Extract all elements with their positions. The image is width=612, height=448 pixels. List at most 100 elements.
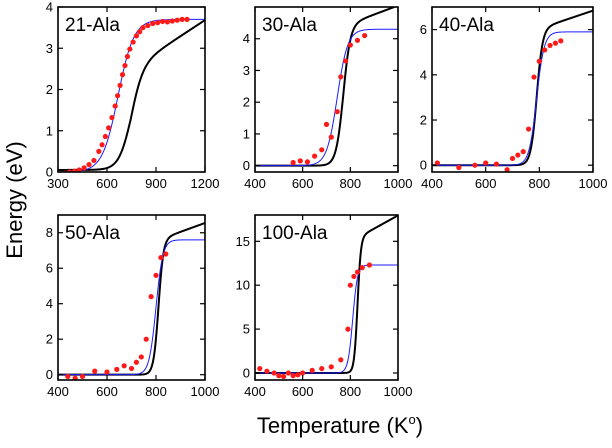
data-point [309, 367, 315, 373]
y-tick-label: 4 [420, 67, 427, 82]
data-point [362, 32, 368, 39]
data-point [542, 47, 548, 53]
data-point [117, 82, 123, 88]
data-point [257, 365, 263, 372]
x-tick-label: 1000 [384, 384, 413, 399]
y-tick-label: 3 [243, 63, 250, 78]
data-point [354, 37, 361, 43]
y-tick-label: 4 [46, 296, 53, 311]
x-tick-label: 600 [292, 176, 314, 191]
data-point [558, 38, 564, 44]
data-point [137, 29, 143, 35]
data-point [143, 336, 149, 342]
data-point [285, 370, 291, 376]
data-point [153, 272, 159, 278]
data-point [531, 74, 537, 80]
data-point [347, 42, 353, 48]
data-point [159, 18, 166, 25]
data-point [150, 20, 156, 27]
x-tick-label: 600 [96, 176, 118, 191]
data-point [138, 354, 144, 360]
data-point [334, 109, 340, 115]
data-point [133, 359, 139, 365]
data-point [300, 370, 306, 376]
data-point [552, 40, 559, 46]
black-curve [58, 222, 205, 376]
data-point [434, 160, 440, 166]
data-point [96, 148, 102, 154]
panel-title: 40-Ala [439, 15, 494, 36]
x-tick-label: 1000 [384, 176, 413, 191]
x-tick-label: 1200 [191, 176, 220, 191]
data-point [295, 372, 301, 378]
y-tick-label: 10 [236, 278, 250, 293]
data-point [483, 160, 489, 166]
x-tick-label: 600 [475, 176, 497, 191]
data-point [342, 58, 349, 64]
data-point [526, 126, 532, 132]
data-point [145, 22, 151, 29]
data-point [504, 167, 510, 172]
data-point [91, 157, 97, 164]
plot-frame [254, 214, 399, 381]
x-tick-label: 1000 [191, 384, 220, 399]
data-point [276, 373, 282, 379]
data-point [328, 134, 334, 140]
data-point [121, 363, 127, 369]
x-axis-label-sup: o [409, 412, 416, 427]
x-tick-label: 400 [421, 176, 443, 191]
y-tick-label: 2 [420, 113, 427, 128]
data-point [124, 53, 131, 60]
data-point [472, 162, 478, 168]
y-tick-label: 2 [46, 82, 53, 97]
data-point [354, 269, 361, 275]
x-tick-label: 600 [96, 384, 118, 399]
data-point [128, 365, 135, 372]
plot-area [58, 222, 205, 380]
data-point [174, 17, 180, 23]
data-point [102, 133, 108, 140]
x-tick-label: 400 [47, 384, 69, 399]
data-point [456, 164, 462, 171]
y-tick-label: 4 [46, 0, 53, 15]
data-point [493, 161, 499, 167]
data-point [328, 364, 334, 370]
data-point [99, 142, 105, 148]
x-tick-label: 800 [528, 176, 550, 191]
x-tick-label: 800 [339, 384, 361, 399]
panel-2: 400 600 800 1000 0 1 2 3 4 30-Ala [243, 6, 413, 191]
x-tick-label: 800 [145, 384, 167, 399]
x-axis-label: Temperature (Ko) [257, 412, 423, 438]
y-axis-label: Energy (eV) [2, 141, 27, 258]
blue-curve [432, 31, 593, 166]
data-point [338, 74, 344, 80]
panel-4: 400 600 800 1000 0 2 4 6 8 50-Ala [46, 214, 220, 399]
data-point [338, 357, 344, 363]
x-tick-label: 600 [292, 384, 314, 399]
data-point [65, 373, 71, 380]
panel-5: 400 600 800 1000 0 5 10 15 100-Ala [236, 214, 413, 399]
y-tick-label: 0 [46, 367, 53, 382]
panel-title: 100-Ala [262, 223, 328, 244]
data-point [104, 369, 110, 375]
data-point [115, 93, 121, 99]
data-point [264, 368, 270, 374]
y-tick-label: 3 [46, 41, 53, 56]
panel-title: 21-Ala [65, 15, 120, 36]
data-point [184, 16, 190, 22]
data-point [140, 25, 146, 31]
y-tick-label: 1 [46, 123, 53, 138]
data-point [164, 19, 171, 25]
y-tick-label: 1 [243, 126, 250, 141]
y-tick-label: 4 [243, 31, 250, 46]
data-point [112, 103, 118, 109]
x-tick-label: 300 [47, 176, 69, 191]
y-tick-label: 8 [46, 225, 53, 240]
data-point [127, 46, 133, 52]
data-point [158, 254, 164, 261]
panel-title: 30-Ala [262, 15, 317, 36]
data-point [281, 373, 287, 380]
data-point [347, 282, 353, 288]
data-point [81, 165, 87, 171]
y-tick-label: 2 [46, 332, 53, 347]
